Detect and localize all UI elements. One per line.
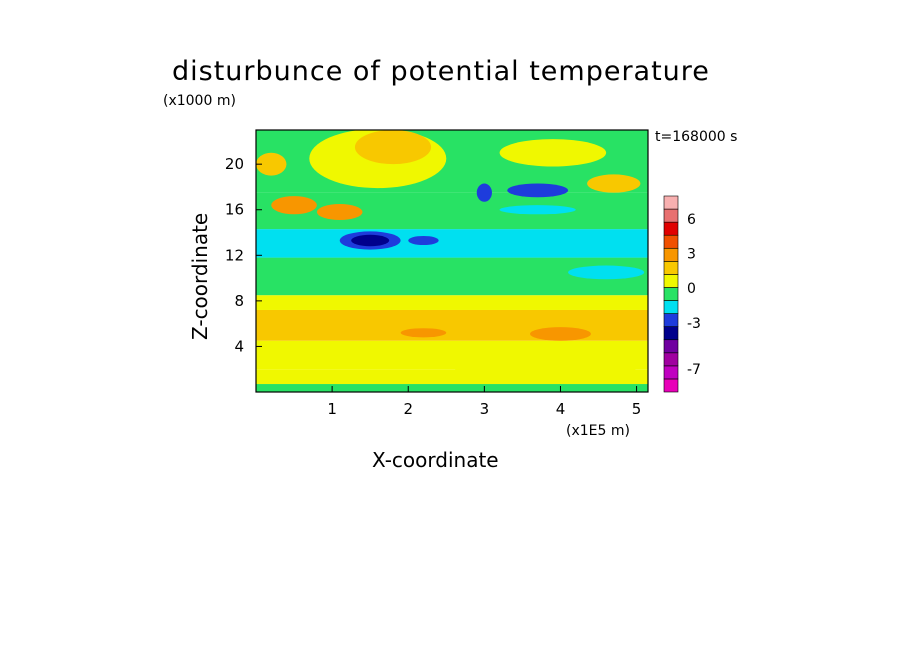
y-tick-label: 20 — [225, 155, 244, 173]
contour-feature-7 — [476, 183, 492, 202]
contour-feature-12 — [587, 174, 641, 193]
contour-feature-3 — [568, 265, 645, 280]
colorbar-tick-label: 0 — [687, 281, 696, 297]
contour-feature-8 — [507, 183, 569, 198]
colorbar-tick-label: -7 — [687, 362, 701, 378]
contour-band-0 — [256, 384, 648, 392]
x-tick-label: 2 — [403, 400, 413, 418]
x-axis-label: X-coordinate — [372, 448, 499, 472]
contour-feature-9 — [499, 205, 576, 215]
plot-frame — [255, 129, 649, 393]
colorbar-swatch — [663, 234, 679, 249]
colorbar-swatch — [663, 287, 679, 301]
x-axis-unit: (x1E5 m) — [566, 423, 630, 439]
contour-feature-2 — [400, 328, 447, 338]
colorbar-swatch — [663, 313, 679, 327]
colorbar-swatch — [663, 365, 679, 380]
y-tick-label: 12 — [225, 246, 244, 264]
contour-feature-16 — [499, 139, 607, 167]
contour-feature-1 — [530, 327, 591, 341]
colorbar-swatch — [663, 274, 679, 288]
contour-band-4 — [256, 295, 648, 310]
time-label: t=168000 s — [655, 129, 738, 145]
x-tick-label: 3 — [480, 400, 490, 418]
colorbar-tick-label: 6 — [687, 212, 696, 228]
colorbar-swatch — [663, 339, 679, 354]
contour-feature-10 — [271, 196, 317, 215]
colorbar-tick-label: -3 — [687, 316, 701, 332]
colorbar-swatch — [663, 352, 679, 367]
y-tick-label: 8 — [234, 292, 244, 310]
colorbar-swatch — [663, 326, 679, 341]
contour-feature-0 — [453, 353, 637, 381]
contour-feature-6 — [408, 235, 439, 246]
colorbar-swatch — [663, 261, 679, 275]
colorbar-swatch — [663, 247, 679, 262]
colorbar-swatch — [663, 208, 679, 223]
x-tick-label: 4 — [556, 400, 566, 418]
colorbar-tick-label: 3 — [687, 247, 696, 263]
contour-feature-11 — [316, 204, 363, 220]
contour-band-6 — [256, 229, 648, 258]
colorbar: 6 3 0 -3 -7 — [663, 195, 701, 393]
colorbar-swatch — [663, 300, 679, 314]
contour-feature-5 — [351, 234, 390, 247]
colorbar-swatch — [663, 221, 679, 236]
colorbar-swatch — [663, 378, 679, 393]
x-tick-label: 5 — [632, 400, 642, 418]
contour-feature-15 — [354, 130, 432, 165]
contour-field — [256, 130, 648, 392]
chart-title: disturbunce of potential temperature — [172, 56, 710, 87]
contour-feature-13 — [256, 152, 287, 176]
y-tick-label: 4 — [234, 337, 244, 355]
contour-band-7 — [256, 192, 648, 230]
x-tick-label: 1 — [327, 400, 337, 418]
y-tick-label: 16 — [225, 201, 244, 219]
colorbar-swatch — [663, 195, 679, 210]
y-axis-unit: (x1000 m) — [163, 93, 236, 109]
